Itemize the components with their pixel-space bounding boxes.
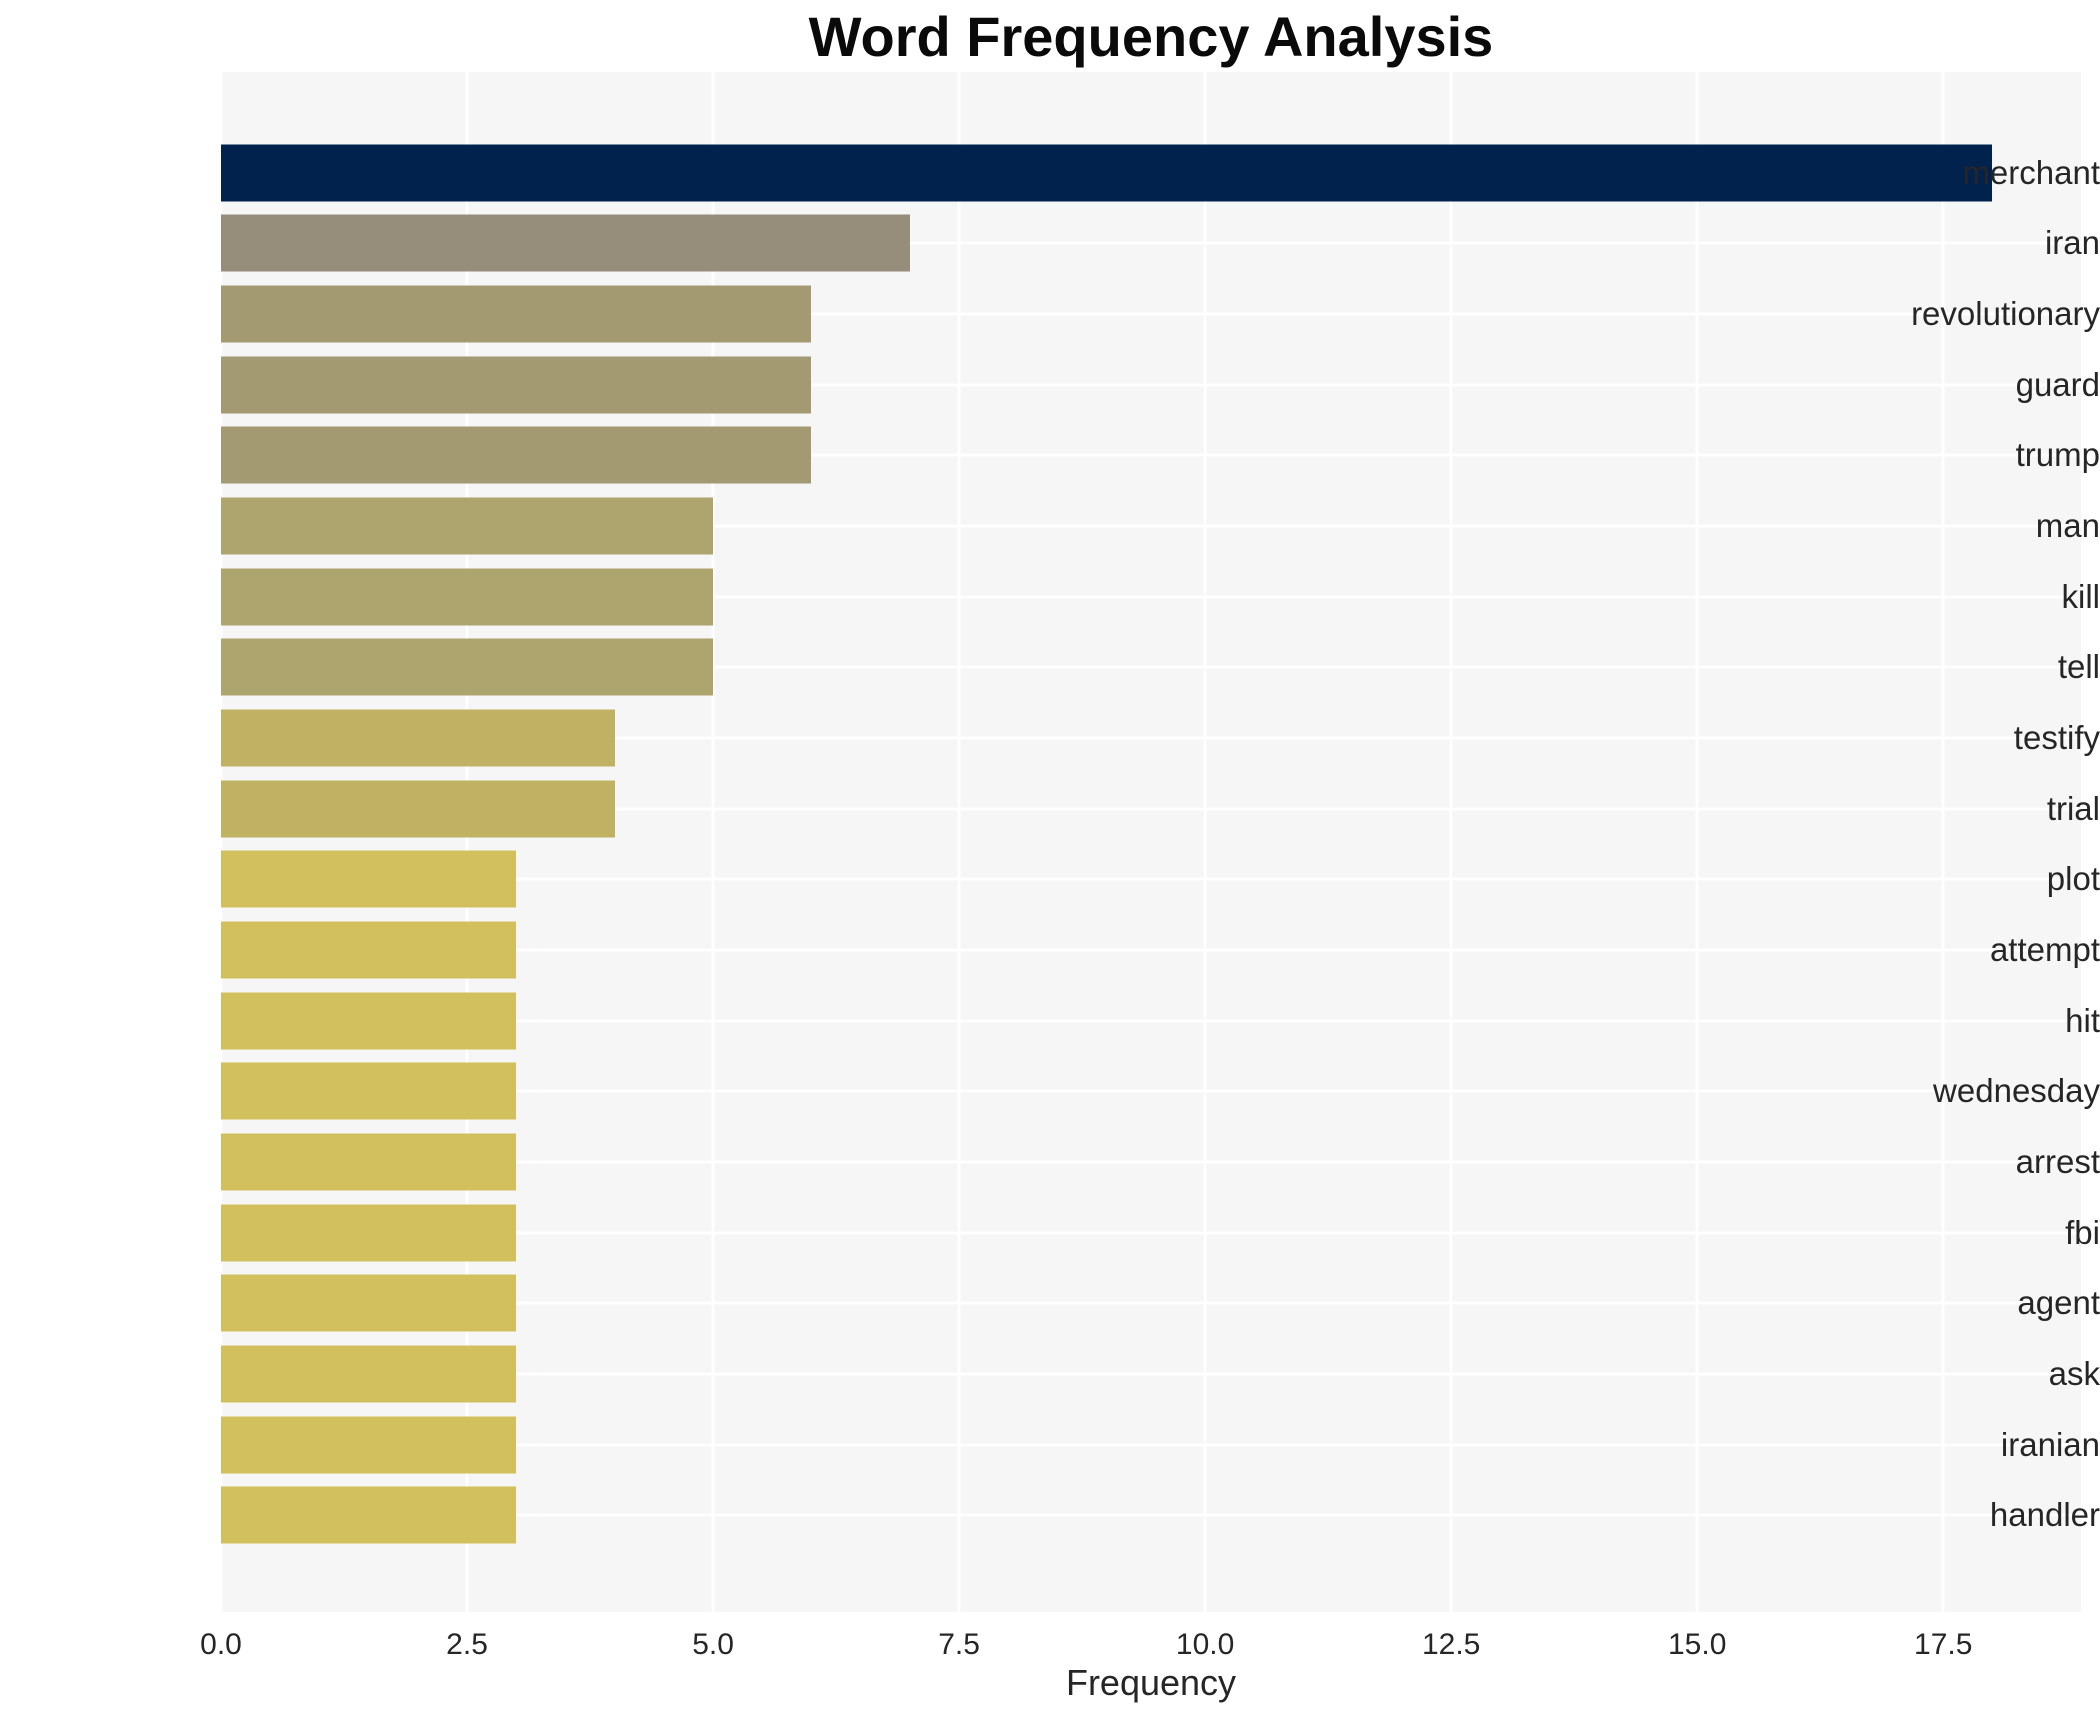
- x-tick-label: 2.5: [446, 1628, 488, 1661]
- y-label-handler: handler: [1989, 1496, 2100, 1534]
- y-label-plot: plot: [2046, 860, 2100, 898]
- y-label-testify: testify: [2013, 718, 2100, 756]
- bar-trump: [221, 426, 812, 484]
- x-gridline: [465, 72, 469, 1612]
- bar-guard: [221, 356, 812, 414]
- y-gridline: [221, 1160, 2081, 1164]
- y-gridline: [221, 736, 2081, 740]
- bar-tell: [221, 638, 714, 696]
- bar-revolutionary: [221, 285, 812, 343]
- y-gridline: [221, 1443, 2081, 1447]
- x-tick-label: 7.5: [938, 1628, 980, 1661]
- x-gridline: [1203, 72, 1207, 1612]
- y-gridline: [221, 665, 2081, 669]
- bar-trial: [221, 780, 615, 838]
- x-gridline: [1695, 72, 1699, 1612]
- y-gridline: [221, 383, 2081, 387]
- bar-hit: [221, 992, 517, 1050]
- x-axis-label: Frequency: [1065, 1662, 1237, 1703]
- y-gridline: [221, 1372, 2081, 1376]
- y-gridline: [221, 453, 2081, 457]
- chart-title: Word Frequency Analysis: [808, 5, 1494, 68]
- bar-man: [221, 497, 714, 555]
- y-label-iran: iran: [2044, 224, 2100, 262]
- y-label-fbi: fbi: [2065, 1213, 2100, 1251]
- x-gridline: [1449, 72, 1453, 1612]
- x-tick-label: 15.0: [1667, 1628, 1727, 1661]
- y-gridline: [221, 807, 2081, 811]
- y-gridline: [221, 1231, 2081, 1235]
- y-label-trial: trial: [2046, 789, 2100, 827]
- x-tick-label: 17.5: [1914, 1628, 1973, 1661]
- y-label-tell: tell: [2057, 648, 2100, 686]
- bar-iran: [221, 214, 910, 272]
- y-label-iranian: iranian: [2000, 1425, 2100, 1463]
- bar-wednesday: [221, 1062, 517, 1120]
- y-label-agent: agent: [2017, 1284, 2100, 1322]
- y-label-kill: kill: [2061, 577, 2100, 615]
- y-gridline: [221, 1301, 2081, 1305]
- plot-area: [219, 72, 2081, 1612]
- x-gridline: [1941, 72, 1945, 1612]
- x-tick-label: 5.0: [692, 1628, 734, 1661]
- x-gridline: [219, 72, 223, 1612]
- bar-plot: [221, 850, 517, 908]
- y-gridline: [221, 1019, 2081, 1023]
- bar-handler: [221, 1486, 517, 1544]
- bar-agent: [221, 1274, 517, 1332]
- bar-merchant: [221, 144, 1993, 202]
- y-label-wednesday: wednesday: [1933, 1072, 2100, 1110]
- y-gridline: [221, 877, 2081, 881]
- x-tick-label: 0.0: [200, 1628, 242, 1661]
- bar-kill: [221, 568, 714, 626]
- y-gridline: [221, 312, 2081, 316]
- bar-testify: [221, 709, 615, 767]
- y-label-merchant: merchant: [1962, 153, 2100, 191]
- bar-ask: [221, 1345, 517, 1403]
- y-label-hit: hit: [2065, 1001, 2100, 1039]
- x-tick-label: 12.5: [1421, 1628, 1481, 1661]
- y-label-revolutionary: revolutionary: [1911, 295, 2100, 333]
- x-gridline: [711, 72, 715, 1612]
- y-label-man: man: [2035, 507, 2100, 544]
- y-gridline: [221, 241, 2081, 245]
- bar-iranian: [221, 1416, 517, 1474]
- y-label-attempt: attempt: [1989, 930, 2100, 968]
- bar-attempt: [221, 921, 517, 979]
- y-gridline: [221, 595, 2081, 599]
- x-gridline: [957, 72, 961, 1612]
- y-gridline: [221, 1089, 2081, 1093]
- y-gridline: [221, 524, 2081, 528]
- y-gridline: [221, 948, 2081, 952]
- x-tick-label: 10.0: [1175, 1628, 1235, 1661]
- bar-fbi: [221, 1204, 517, 1262]
- y-label-guard: guard: [2015, 365, 2100, 403]
- y-gridline: [221, 1513, 2081, 1517]
- y-label-trump: trump: [2015, 436, 2100, 474]
- bar-arrest: [221, 1133, 517, 1191]
- y-label-ask: ask: [2048, 1354, 2100, 1392]
- y-label-arrest: arrest: [2015, 1142, 2100, 1180]
